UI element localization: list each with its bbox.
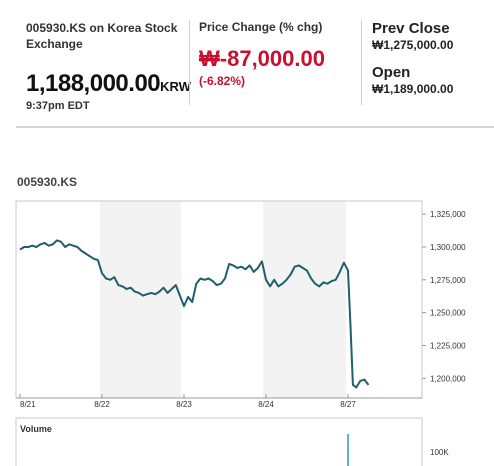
open-value: ₩1,189,000.00: [372, 82, 454, 96]
y-tick-label: 1,275,000: [430, 276, 466, 285]
x-tick-label: 8/27: [340, 400, 356, 409]
won-symbol: ₩: [199, 46, 220, 71]
prev-open-block: Prev Close ₩1,275,000.00 Open ₩1,189,000…: [372, 20, 492, 96]
chart-ticker: 005930.KS: [17, 175, 78, 189]
shade-band-8-22: [100, 201, 181, 398]
exchange-label: 005930.KS on Korea Stock Exchange: [26, 21, 178, 51]
price-change-percent: (-6.82%): [199, 74, 246, 88]
y-tick-label: 1,325,000: [430, 210, 466, 219]
quote-time: 9:37pm EDT: [26, 100, 90, 112]
open-label: Open: [372, 64, 411, 81]
volume-tick-label: 100K: [430, 448, 449, 457]
last-price: 1,188,000.00: [26, 70, 161, 97]
y-tick-label: 1,225,000: [430, 341, 466, 350]
price-change-block: Price Change (% chg) ₩-87,000.00 (-6.82%…: [199, 20, 349, 88]
currency-label: KRW: [160, 79, 191, 94]
last-price-row: 1,188,000.00KRW: [26, 70, 191, 98]
x-tick-label: 8/23: [176, 400, 192, 409]
prev-close-label: Prev Close: [372, 20, 450, 37]
volume-label: Volume: [20, 424, 52, 434]
last-price-block: 005930.KS on Korea Stock Exchange 1,188,…: [26, 20, 191, 112]
price-series-line: [19, 239, 370, 389]
x-axis-ticks: 8/21 8/22 8/23 8/24 8/27: [19, 394, 356, 409]
shade-band-8-24: [263, 201, 346, 398]
y-axis-ticks: 1,325,000 1,300,000 1,275,000 1,250,000 1,22…: [422, 210, 466, 383]
y-tick-label: 1,300,000: [430, 243, 466, 252]
y-tick-label: 1,200,000: [430, 374, 466, 383]
quote-panel: 005930.KS on Korea Stock Exchange 1,188,…: [0, 0, 494, 126]
x-tick-label: 8/22: [94, 400, 110, 409]
x-tick-label: 8/21: [20, 400, 36, 409]
section-divider: [16, 126, 494, 128]
x-tick-label: 8/24: [258, 400, 274, 409]
column-divider: [189, 20, 190, 105]
price-chart[interactable]: 1,325,000 1,300,000 1,275,000 1,250,000 1,22…: [0, 196, 494, 466]
y-tick-label: 1,250,000: [430, 309, 466, 318]
price-change-value: ₩-87,000.00: [199, 46, 349, 72]
price-change-amount: -87,000.00: [219, 46, 325, 71]
column-divider: [361, 20, 362, 105]
plot-frame: [15, 200, 423, 399]
volume-frame: [15, 417, 423, 466]
price-change-label: Price Change (% chg): [199, 20, 323, 34]
prev-close-value: ₩1,275,000.00: [372, 38, 454, 52]
